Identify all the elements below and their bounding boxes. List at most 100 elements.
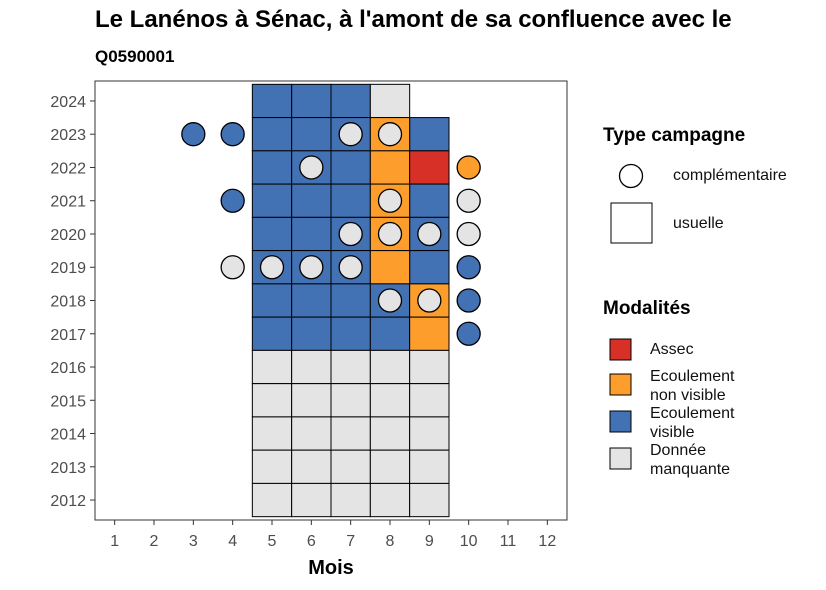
tile-2017-5 (251, 316, 293, 351)
tile-2022-9 (409, 150, 450, 185)
legend-swatch-donn-e-manquante (609, 447, 632, 470)
x-tick-label-8: 8 (386, 533, 395, 550)
x-tick-label-12: 12 (538, 533, 556, 550)
tile-2014-5 (251, 416, 293, 451)
y-tick-label-2012: 2012 (50, 493, 86, 510)
tile-2024-5 (251, 83, 293, 119)
tile-2013-8 (369, 449, 411, 484)
tile-2016-8 (369, 349, 411, 385)
point-2021-4 (220, 188, 245, 213)
tile-2022-5 (251, 150, 293, 185)
tile-2016-5 (251, 349, 293, 385)
legend-complementaire-key (618, 163, 644, 189)
tile-2018-5 (251, 283, 293, 318)
point-2021-10 (456, 188, 481, 213)
x-tick-label-9: 9 (425, 533, 434, 550)
tile-2014-6 (291, 416, 332, 451)
legend-usuelle-label: usuelle (673, 215, 724, 232)
point-2020-7 (338, 221, 363, 247)
x-tick-label-2: 2 (150, 533, 159, 550)
tile-2015-8 (369, 383, 411, 418)
tile-2019-9 (409, 250, 450, 285)
tile-2012-8 (369, 482, 411, 518)
legend-assec-label: Assec (650, 341, 694, 358)
tile-2021-7 (330, 183, 371, 218)
y-tick-label-2018: 2018 (50, 294, 86, 311)
tile-2015-6 (291, 383, 332, 418)
legend-swatch-ecoulement-non-visible (609, 373, 632, 396)
tile-2018-6 (291, 283, 332, 318)
tile-2013-9 (409, 449, 450, 484)
y-tick-label-2016: 2016 (50, 360, 86, 377)
y-tick-label-2023: 2023 (50, 127, 86, 144)
tile-2021-9 (409, 183, 450, 218)
point-2019-4 (220, 255, 245, 280)
legend-usuelle-key (610, 202, 653, 244)
x-tick-label-5: 5 (268, 533, 277, 550)
tile-2019-8 (369, 250, 411, 285)
tile-2013-7 (330, 449, 371, 484)
legend-donnee-manquante-label: Donnée manquante (650, 442, 731, 478)
x-tick-label-4: 4 (228, 533, 237, 550)
tile-2015-9 (409, 383, 450, 418)
point-2023-8 (377, 122, 403, 147)
legend-modalites-title: Modalités (603, 298, 691, 319)
tile-2014-9 (409, 416, 450, 451)
tile-2017-8 (369, 316, 411, 351)
y-tick-label-2020: 2020 (50, 227, 86, 244)
tile-2015-5 (251, 383, 293, 418)
tile-2022-7 (330, 150, 371, 185)
point-2023-3 (181, 122, 206, 147)
tile-2012-7 (330, 482, 371, 518)
legend-swatch-assec (609, 338, 632, 361)
point-2022-6 (299, 155, 324, 180)
tile-2017-9 (409, 316, 450, 351)
point-2019-6 (299, 255, 324, 280)
x-tick-label-3: 3 (189, 533, 198, 550)
tile-2012-9 (409, 482, 450, 518)
tile-2017-7 (330, 316, 371, 351)
point-2019-5 (259, 255, 285, 280)
tile-2016-6 (291, 349, 332, 385)
point-2018-9 (417, 288, 442, 313)
y-tick-label-2022: 2022 (50, 160, 86, 177)
x-tick-label-1: 1 (110, 533, 119, 550)
point-2023-4 (220, 122, 245, 147)
y-tick-label-2019: 2019 (50, 260, 86, 277)
x-tick-label-10: 10 (460, 533, 478, 550)
legend-type-campagne-title: Type campagne (603, 125, 746, 146)
tile-2020-6 (291, 216, 332, 252)
tile-2023-6 (291, 117, 332, 152)
tile-2022-8 (369, 150, 411, 185)
x-tick-label-6: 6 (307, 533, 316, 550)
tile-2024-7 (330, 83, 371, 119)
point-2019-10 (456, 255, 481, 280)
point-2020-10 (456, 221, 481, 247)
tile-2014-7 (330, 416, 371, 451)
point-2019-7 (338, 255, 363, 280)
tile-2024-6 (291, 83, 332, 119)
legend-ecoulement-non-visible-label: Ecoulement non visible (650, 368, 735, 404)
tile-2023-9 (409, 117, 450, 152)
tile-2013-5 (251, 449, 293, 484)
point-2018-10 (456, 288, 481, 313)
legend-complementaire-label: complémentaire (673, 167, 787, 184)
tile-2024-8 (369, 83, 411, 119)
tile-2012-6 (291, 482, 332, 518)
point-2023-7 (338, 122, 363, 147)
tile-2016-9 (409, 349, 450, 385)
point-2018-8 (377, 288, 403, 313)
tile-2023-5 (251, 117, 293, 152)
x-tick-label-11: 11 (500, 533, 517, 550)
tile-2016-7 (330, 349, 371, 385)
tile-2021-6 (291, 183, 332, 218)
y-tick-label-2021: 2021 (50, 194, 86, 211)
chart-title: Le Lanénos à Sénac, à l'amont de sa conf… (95, 6, 732, 33)
tile-2012-5 (251, 482, 293, 518)
point-2017-10 (456, 321, 481, 346)
point-2022-10 (456, 155, 481, 180)
legend-swatch-ecoulement-visible (609, 410, 632, 433)
x-tick-label-7: 7 (346, 533, 355, 550)
y-tick-label-2015: 2015 (50, 393, 86, 410)
